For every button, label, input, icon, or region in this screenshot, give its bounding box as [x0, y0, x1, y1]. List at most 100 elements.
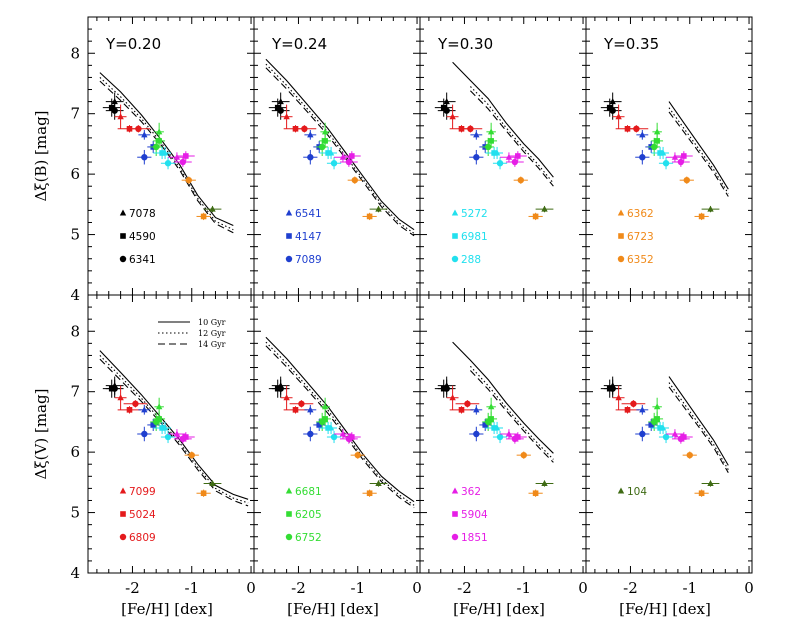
data-point-cyan-circle	[662, 433, 670, 441]
panel-title: Y=0.35	[603, 35, 659, 53]
data-point-orange-circle	[354, 451, 361, 459]
y-tick-label: 4	[70, 286, 80, 304]
data-point-cyan-circle	[164, 160, 172, 167]
data-point-black-circle	[111, 107, 118, 114]
data-point-cyan-square	[325, 425, 331, 431]
data-point-orange-circle	[185, 176, 192, 184]
label-marker-triangle	[119, 487, 127, 494]
isochrone-curves	[452, 341, 554, 463]
data-points	[434, 92, 554, 221]
data-point-blue-triangle	[473, 406, 480, 413]
curve-dotted	[265, 63, 415, 234]
panel-2: Y=0.24 6541 4147 7089	[253, 16, 421, 296]
data-point-blue-triangle	[307, 131, 314, 138]
data-point-magenta-circle	[345, 435, 353, 443]
isochrone-curves	[265, 58, 415, 237]
x-tick-label: -2	[125, 579, 140, 597]
data-point-magenta-triangle	[671, 430, 679, 437]
curve-dotted	[99, 76, 234, 231]
label-marker-triangle	[119, 209, 127, 216]
x-axis-title: [Fe/H] [dex]	[287, 600, 379, 618]
curve-dashed	[265, 67, 415, 237]
data-point-green-square	[156, 416, 162, 422]
cluster-label: 288	[461, 254, 481, 266]
data-point-black-circle	[277, 385, 284, 392]
curve-dotted	[470, 86, 554, 184]
data-point-cyan-square	[491, 425, 497, 431]
curve-dotted	[668, 382, 729, 470]
data-point-blue-triangle	[473, 131, 480, 138]
cluster-label: 6752	[295, 532, 322, 544]
curve-dashed	[99, 80, 234, 234]
x-tick-label: -1	[184, 579, 199, 597]
data-point-blue-circle	[307, 154, 314, 161]
data-point-cyan-square	[657, 425, 663, 431]
data-point-black-triangle	[277, 98, 284, 105]
panel-frame	[419, 16, 587, 296]
data-point-magenta-square	[183, 434, 189, 440]
data-point-magenta-square	[515, 434, 521, 440]
legend-label: 12 Gyr	[198, 329, 226, 338]
isochrone-curves	[265, 336, 415, 509]
panel-frame	[87, 16, 255, 296]
x-axis-title: [Fe/H] [dex]	[453, 600, 545, 618]
data-point-blue-circle	[639, 430, 646, 438]
data-point-magenta-triangle	[173, 430, 181, 437]
data-point-green-square	[156, 138, 162, 144]
label-marker-circle	[285, 533, 293, 541]
curve-solid	[452, 61, 554, 178]
data-point-magenta-square	[681, 434, 687, 440]
data-point-black-triangle	[443, 98, 450, 105]
label-marker-square	[120, 233, 126, 239]
cluster-label: 6809	[129, 532, 156, 544]
data-point-cyan-square	[325, 150, 331, 156]
data-point-green-circle	[484, 143, 492, 151]
panel-3: Y=0.30 5272 6981 288	[419, 16, 587, 296]
data-points	[268, 92, 388, 221]
data-point-magenta-square	[681, 153, 687, 159]
label-marker-circle	[119, 255, 127, 263]
panel-frame	[585, 16, 753, 296]
data-point-cyan-circle	[496, 160, 504, 167]
panel-8: -2 -1 0 [Fe/H] [dex] 104	[585, 294, 754, 618]
data-point-red-triangle	[283, 394, 290, 401]
cluster-label: 4590	[129, 231, 156, 243]
data-point-orange-circle	[683, 176, 690, 184]
data-point-green-triangle	[653, 128, 661, 135]
data-point-red-triangle	[117, 394, 124, 401]
data-point-red-circle	[135, 125, 142, 133]
data-point-green-square	[654, 416, 660, 422]
data-point-cyan-circle	[662, 160, 670, 167]
curve-solid	[668, 376, 729, 466]
data-point-red-circle	[467, 125, 474, 133]
cluster-label: 7099	[129, 486, 156, 498]
data-point-magenta-square	[349, 434, 355, 440]
curve-solid	[265, 58, 415, 231]
panel-title: Y=0.24	[271, 35, 327, 53]
y-tick-label: 6	[70, 165, 80, 183]
panel-title: Y=0.20	[105, 35, 161, 53]
cluster-label: 362	[461, 486, 481, 498]
label-marker-triangle	[617, 487, 625, 494]
data-points	[102, 92, 222, 221]
data-point-orange-square	[200, 213, 207, 220]
curve-dashed	[668, 111, 729, 197]
data-point-blue-triangle	[639, 406, 646, 413]
x-tick-label: 0	[578, 579, 588, 597]
data-point-blue-square	[316, 422, 323, 428]
data-point-green-triangle	[487, 128, 495, 135]
x-tick-label: -2	[623, 579, 638, 597]
data-point-green-triangle	[321, 403, 329, 410]
cluster-label: 6341	[129, 254, 156, 266]
data-point-green-triangle	[155, 403, 163, 410]
data-point-black-circle	[609, 385, 616, 392]
data-point-blue-triangle	[639, 131, 646, 138]
data-point-green-square	[488, 416, 494, 422]
data-point-cyan-circle	[496, 433, 504, 441]
data-point-blue-circle	[307, 430, 314, 438]
data-point-magenta-triangle	[339, 430, 347, 437]
data-point-magenta-circle	[345, 158, 353, 166]
data-point-magenta-triangle	[505, 153, 513, 160]
data-points	[434, 376, 554, 497]
